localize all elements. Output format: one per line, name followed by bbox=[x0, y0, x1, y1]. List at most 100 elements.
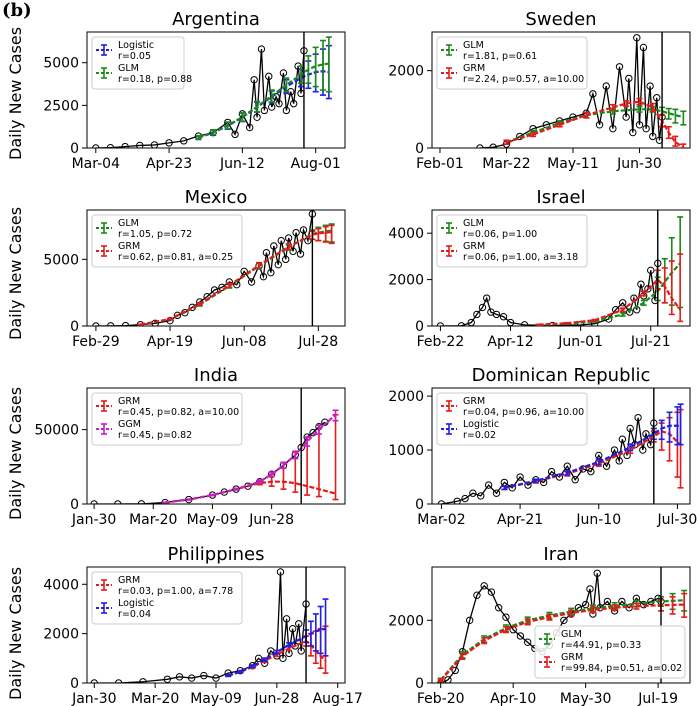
legend-params: r=0.06, p=1.00, a=3.18 bbox=[463, 252, 578, 263]
data-point bbox=[571, 476, 579, 484]
data-point bbox=[499, 313, 508, 321]
x-tick-label: Mar-02 bbox=[417, 512, 465, 528]
legend-label: GRM bbox=[463, 63, 485, 74]
x-tick-label: Jan-30 bbox=[71, 512, 116, 528]
data-line bbox=[95, 49, 305, 148]
y-tick-label: 0 bbox=[415, 497, 424, 513]
legend-box bbox=[436, 36, 588, 90]
legend-params: r=2.24, p=0.57, a=10.00 bbox=[463, 74, 584, 85]
y-tick-label: 1000 bbox=[388, 443, 424, 459]
data-point bbox=[92, 144, 100, 148]
x-tick-label: Jun-08 bbox=[221, 334, 267, 350]
legend-label: Logistic bbox=[118, 598, 154, 609]
data-point bbox=[548, 321, 557, 326]
data-point bbox=[649, 132, 657, 141]
chart-argentina: Argentina Mar-04 Apr-23 Jun-12 Aug-01 0 2500 50… bbox=[43, 9, 346, 172]
data-point bbox=[299, 226, 308, 234]
y-tick-label: 0 bbox=[415, 141, 424, 157]
x-tick-label: Jul-21 bbox=[630, 334, 671, 350]
legend-label: GRM bbox=[463, 396, 485, 407]
plot-area bbox=[437, 388, 684, 504]
data-point bbox=[453, 497, 461, 504]
plot-frame bbox=[431, 387, 691, 505]
x-tick-label: Mar-04 bbox=[72, 156, 120, 172]
data-point bbox=[492, 310, 501, 319]
data-point bbox=[478, 303, 487, 312]
legend-label: GRM bbox=[118, 575, 140, 586]
data-point bbox=[137, 500, 146, 504]
y-tick-label: 2000 bbox=[388, 613, 424, 629]
data-point bbox=[107, 322, 115, 326]
x-tick-label: May-11 bbox=[547, 156, 599, 172]
y-tick-label: 0 bbox=[70, 319, 79, 335]
data-point bbox=[436, 322, 445, 326]
data-point bbox=[523, 638, 532, 646]
fit-line-grm bbox=[140, 230, 332, 326]
legend-label: Logistic bbox=[118, 40, 154, 51]
legend-label: GRM bbox=[463, 241, 485, 252]
x-tick-label: Jan-30 bbox=[71, 691, 116, 706]
data-point bbox=[547, 467, 556, 476]
x-tick-label: Apr-12 bbox=[487, 334, 533, 350]
data-point bbox=[626, 424, 634, 433]
chart-title: Philippines bbox=[168, 544, 265, 565]
legend-params: r=0.04 bbox=[118, 609, 151, 620]
plot-frame bbox=[86, 31, 346, 149]
data-point bbox=[516, 632, 525, 640]
data-point bbox=[444, 676, 452, 683]
legend-label: GRM bbox=[561, 652, 583, 663]
x-tick-label: Feb-01 bbox=[416, 156, 464, 172]
data-point bbox=[166, 316, 174, 325]
fit-line-grm bbox=[504, 429, 682, 489]
x-tick-label: Mar-22 bbox=[482, 156, 530, 172]
x-tick-label: Jul-19 bbox=[637, 691, 678, 706]
data-point bbox=[284, 234, 293, 242]
plot-area bbox=[476, 32, 687, 148]
chart-title: Sweden bbox=[525, 9, 596, 30]
legend-label: GGM bbox=[118, 419, 141, 430]
data-point bbox=[469, 489, 477, 497]
legend-label: GLM bbox=[118, 218, 139, 229]
x-tick-label: Apr-23 bbox=[146, 156, 192, 172]
plot-frame bbox=[431, 566, 691, 684]
data-point bbox=[622, 113, 630, 121]
legend-label: GLM bbox=[463, 218, 484, 229]
data-point bbox=[185, 495, 193, 504]
data-point bbox=[615, 63, 624, 71]
data-point bbox=[437, 500, 446, 504]
chart-title: Mexico bbox=[185, 187, 248, 208]
data-point bbox=[647, 266, 655, 275]
chart-title: India bbox=[194, 365, 238, 386]
chart-dominican-republic: Dominican Republic Mar-02 Apr-21 Jun-10 Jul-… bbox=[388, 365, 697, 528]
data-point bbox=[296, 250, 305, 258]
chart-title: Israel bbox=[536, 187, 585, 208]
data-point bbox=[175, 673, 184, 681]
legend-params: r=0.45, p=0.82, a=10.00 bbox=[118, 407, 239, 418]
data-point bbox=[451, 666, 459, 675]
data-point bbox=[253, 113, 261, 121]
data-point bbox=[593, 569, 601, 577]
data-point bbox=[506, 318, 515, 326]
data-point bbox=[250, 76, 258, 84]
data-point bbox=[634, 413, 642, 422]
data-point bbox=[270, 242, 278, 250]
legend-params: r=44.91, p=0.33 bbox=[561, 640, 641, 651]
chart-title: Iran bbox=[543, 544, 578, 565]
plot-frame bbox=[431, 31, 691, 149]
chart-philippines: Philippines Jan-30 Mar-20 May-09 Jun-28 Aug-1… bbox=[43, 544, 362, 706]
y-tick-label: 0 bbox=[70, 676, 79, 692]
x-tick-label: Feb-20 bbox=[417, 691, 465, 706]
y-tick-label: 2000 bbox=[43, 627, 79, 643]
data-point bbox=[275, 99, 283, 108]
data-point bbox=[637, 280, 645, 288]
y-tick-label: 4000 bbox=[43, 577, 79, 593]
data-point bbox=[586, 585, 594, 593]
y-tick-label: 2000 bbox=[388, 389, 424, 405]
data-line bbox=[479, 37, 663, 148]
data-point bbox=[231, 130, 239, 139]
data-point bbox=[180, 137, 188, 145]
y-tick-label: 0 bbox=[70, 141, 79, 157]
